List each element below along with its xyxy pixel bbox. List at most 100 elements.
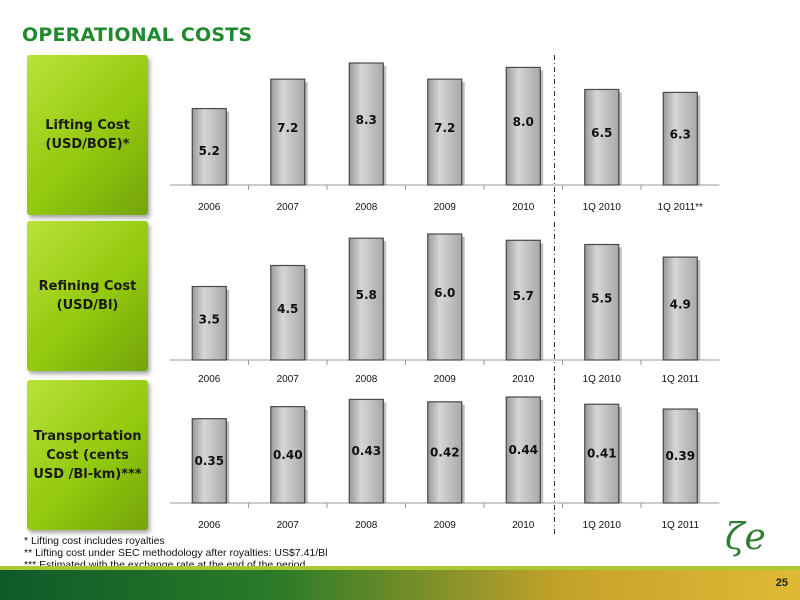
- bar-shadow: [461, 237, 465, 360]
- bar: [191, 418, 227, 504]
- bar-shadow: [618, 247, 622, 360]
- bar-shadow: [226, 111, 230, 185]
- data-label: 4.9: [670, 298, 691, 312]
- transportation-cost-chart: 0.35 2006 0.40 2007 0.43 2008 0.42 2009 0.44 2010…: [170, 385, 720, 535]
- bar: [427, 401, 463, 504]
- bar: [662, 256, 698, 361]
- transportation-cost-label: Transportation Cost (cents USD /Bl-km)**…: [27, 380, 148, 530]
- logo-mark-icon: ζe: [725, 517, 766, 558]
- data-label: 0.44: [508, 443, 538, 457]
- bar: [584, 403, 620, 504]
- data-label: 6.5: [591, 126, 612, 140]
- data-label: 5.7: [513, 289, 534, 303]
- bar: [348, 237, 384, 361]
- bar-shadow: [540, 70, 544, 185]
- data-label: 0.35: [194, 454, 224, 468]
- x-tick-label: 2010: [512, 202, 535, 213]
- bar-shadow: [461, 404, 465, 503]
- footnote-1: * Lifting cost includes royalties: [24, 535, 165, 547]
- page-title: OPERATIONAL COSTS: [22, 24, 253, 46]
- x-tick-label: 1Q 2010: [583, 520, 622, 531]
- bar: [270, 406, 306, 504]
- footnote-2: ** Lifting cost under SEC methodology af…: [24, 547, 328, 559]
- lifting-cost-label: Lifting Cost (USD/BOE)*: [27, 55, 148, 215]
- bar: [662, 91, 698, 186]
- bar-shadow: [618, 92, 622, 185]
- page-number: 25: [775, 577, 788, 589]
- bar-shadow: [618, 407, 622, 503]
- bar: [348, 62, 384, 186]
- data-label: 4.5: [277, 302, 298, 316]
- data-label: 8.3: [356, 113, 377, 127]
- bar: [191, 285, 227, 361]
- x-tick-label: 2009: [434, 374, 457, 385]
- x-tick-label: 1Q 2011: [661, 520, 699, 531]
- bar: [427, 78, 463, 186]
- bar-shadow: [540, 243, 544, 360]
- x-tick-label: 2006: [198, 520, 221, 531]
- data-label: 3.5: [199, 312, 220, 326]
- x-tick-label: 2009: [434, 520, 457, 531]
- x-tick-label: 1Q 2011: [661, 374, 699, 385]
- bar: [191, 107, 227, 186]
- bar-shadow: [226, 289, 230, 360]
- refining-cost-chart: 3.5 2006 4.5 2007 5.8 2008 6.0 2009 5.7 2010 5.5 1Q…: [170, 222, 720, 390]
- data-label: 7.2: [277, 121, 298, 135]
- data-label: 8.0: [513, 115, 534, 129]
- bar-shadow: [383, 241, 387, 360]
- x-tick-label: 2010: [512, 520, 535, 531]
- bar: [505, 239, 541, 361]
- x-tick-label: 2006: [198, 374, 221, 385]
- data-label: 5.8: [356, 288, 377, 302]
- refining-cost-label-text: Refining Cost (USD/Bl): [38, 279, 137, 313]
- bar: [662, 408, 698, 504]
- bar-shadow: [383, 402, 387, 503]
- x-tick-label: 2008: [355, 520, 378, 531]
- bar: [584, 88, 620, 186]
- refining-cost-label: Refining Cost (USD/Bl): [27, 221, 148, 371]
- footer-band: [0, 570, 800, 600]
- data-label: 5.5: [591, 291, 612, 305]
- bar: [505, 396, 541, 504]
- bar-shadow: [304, 82, 308, 185]
- data-label: 7.2: [434, 121, 455, 135]
- bar-shadow: [383, 66, 387, 185]
- lifting-cost-label-text: Lifting Cost (USD/BOE)*: [45, 118, 130, 152]
- x-tick-label: 1Q 2010: [583, 374, 622, 385]
- footer-strip: [0, 566, 800, 570]
- data-label: 0.42: [430, 445, 460, 459]
- bar: [270, 78, 306, 186]
- data-label: 0.40: [273, 448, 303, 462]
- bar: [427, 233, 463, 361]
- bar-shadow: [304, 268, 308, 360]
- bar-shadow: [697, 260, 701, 360]
- x-tick-label: 1Q 2010: [583, 202, 622, 213]
- data-label: 6.0: [434, 286, 455, 300]
- x-tick-label: 1Q 2011**: [658, 202, 704, 213]
- bar: [584, 243, 620, 361]
- x-tick-label: 2008: [355, 202, 378, 213]
- bar-shadow: [540, 400, 544, 503]
- lifting-cost-chart: 5.2 2006 7.2 2007 8.3 2008 7.2 2009 8.0 2010 6.5 1Q…: [170, 55, 720, 218]
- x-tick-label: 2007: [277, 374, 300, 385]
- bar-shadow: [697, 412, 701, 503]
- bar-shadow: [461, 82, 465, 185]
- x-tick-label: 2006: [198, 202, 221, 213]
- bar-shadow: [697, 95, 701, 185]
- data-label: 0.41: [587, 447, 617, 461]
- data-label: 5.2: [199, 144, 220, 158]
- x-tick-label: 2007: [277, 520, 300, 531]
- x-tick-label: 2010: [512, 374, 535, 385]
- data-label: 0.43: [351, 444, 381, 458]
- bar: [348, 398, 384, 504]
- transportation-cost-label-text: Transportation Cost (cents USD /Bl-km)**…: [33, 428, 142, 482]
- bar-shadow: [304, 409, 308, 503]
- x-tick-label: 2008: [355, 374, 378, 385]
- data-label: 6.3: [670, 128, 691, 142]
- bar: [505, 66, 541, 186]
- data-label: 0.39: [665, 449, 695, 463]
- bar-shadow: [226, 421, 230, 503]
- bar: [270, 264, 306, 361]
- x-tick-label: 2007: [277, 202, 300, 213]
- x-tick-label: 2009: [434, 202, 457, 213]
